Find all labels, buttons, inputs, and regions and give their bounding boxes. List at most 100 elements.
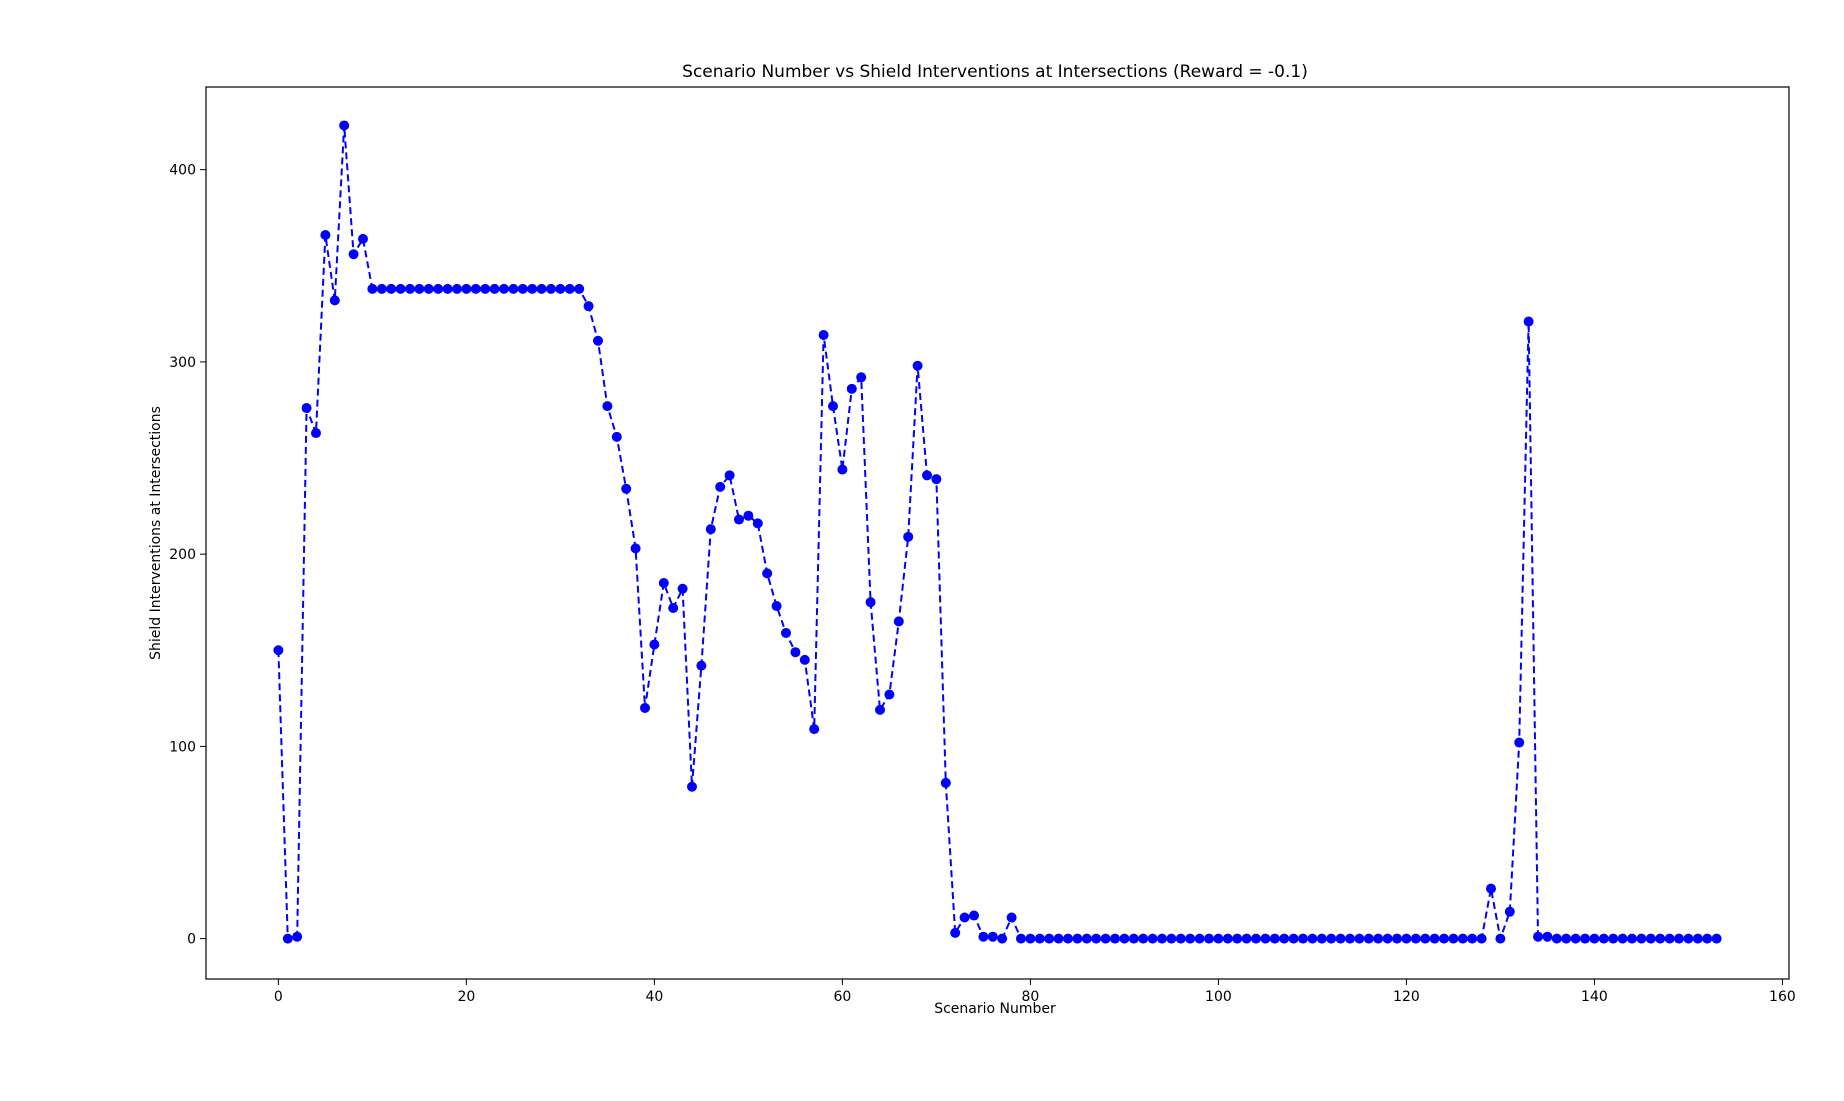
data-point [1373,933,1384,944]
data-point [1439,933,1450,944]
data-point [1636,933,1647,944]
data-point [1627,933,1638,944]
data-point [1166,933,1177,944]
data-point [1157,933,1168,944]
data-point [442,283,453,294]
data-point [809,724,820,735]
data-point [1486,883,1497,894]
data-point [508,283,519,294]
data-point [1533,931,1544,942]
data-point [884,689,895,700]
data-point [1683,933,1694,944]
data-point [1457,933,1468,944]
data-point [1100,933,1111,944]
data-point [367,283,378,294]
data-point [1570,933,1581,944]
data-point [752,518,763,529]
data-point [1448,933,1459,944]
x-axis-label: Scenario Number [934,1001,1056,1017]
data-point [1476,933,1487,944]
data-point [1674,933,1685,944]
plot-area: 0 20 40 60 80 100 120 140 160 0 100 200 300 400 [169,86,1796,1005]
data-point [1467,933,1478,944]
data-point [978,931,989,942]
data-point [1326,933,1337,944]
data-point [273,645,284,656]
data-point [1269,933,1280,944]
data-point [987,931,998,942]
y-tick-label: 400 [169,163,196,179]
data-point [799,654,810,665]
data-point [1598,933,1609,944]
data-point [555,283,566,294]
data-point [837,464,848,475]
data-point [1006,912,1017,923]
data-point [517,283,528,294]
data-point [423,283,434,294]
data-point [395,283,406,294]
data-point [545,283,556,294]
data-point [724,470,735,481]
data-point [498,283,509,294]
data-point [1580,933,1591,944]
data-point [1363,933,1374,944]
data-point [696,660,707,671]
x-tick-label: 40 [645,989,663,1005]
data-point [1232,933,1243,944]
data-point [1382,933,1393,944]
y-axis-label: Shield Interventions at Intersections [148,406,164,660]
data-point [536,283,547,294]
data-point [329,295,340,306]
data-point [451,283,462,294]
x-tick-label: 0 [274,989,283,1005]
data-point [1392,933,1403,944]
data-point [921,470,932,481]
data-point [715,481,726,492]
data-point [950,927,961,938]
data-point [1251,933,1262,944]
data-point [677,583,688,594]
data-point [1128,933,1139,944]
data-point [414,283,425,294]
data-point [818,329,829,340]
x-tick-label: 20 [457,989,475,1005]
data-point [1204,933,1215,944]
data-point [780,627,791,638]
data-point [621,483,632,494]
data-point [1589,933,1600,944]
data-point [1288,933,1299,944]
data-point [668,602,679,613]
data-point [386,283,397,294]
data-point [1147,933,1158,944]
x-tick-label: 140 [1581,989,1608,1005]
data-point [1241,933,1252,944]
data-point [856,372,867,383]
data-point [1044,933,1055,944]
data-point [968,910,979,921]
data-point [1081,933,1092,944]
data-point [649,639,660,650]
data-point [1664,933,1675,944]
data-point [931,474,942,485]
data-point [1410,933,1421,944]
data-point [1551,933,1562,944]
y-tick-label: 200 [169,547,196,563]
data-point [489,283,500,294]
data-point [959,912,970,923]
data-point [733,514,744,525]
data-point [1213,933,1224,944]
data-point [893,616,904,627]
x-tick-label: 60 [833,989,851,1005]
data-point [846,383,857,394]
x-tick-label: 160 [1769,989,1796,1005]
data-point [602,401,613,412]
data-point [827,401,838,412]
x-tick-label: 120 [1393,989,1420,1005]
data-point [301,403,312,414]
data-point [1034,933,1045,944]
data-point [1692,933,1703,944]
data-point [1307,933,1318,944]
data-point [433,283,444,294]
